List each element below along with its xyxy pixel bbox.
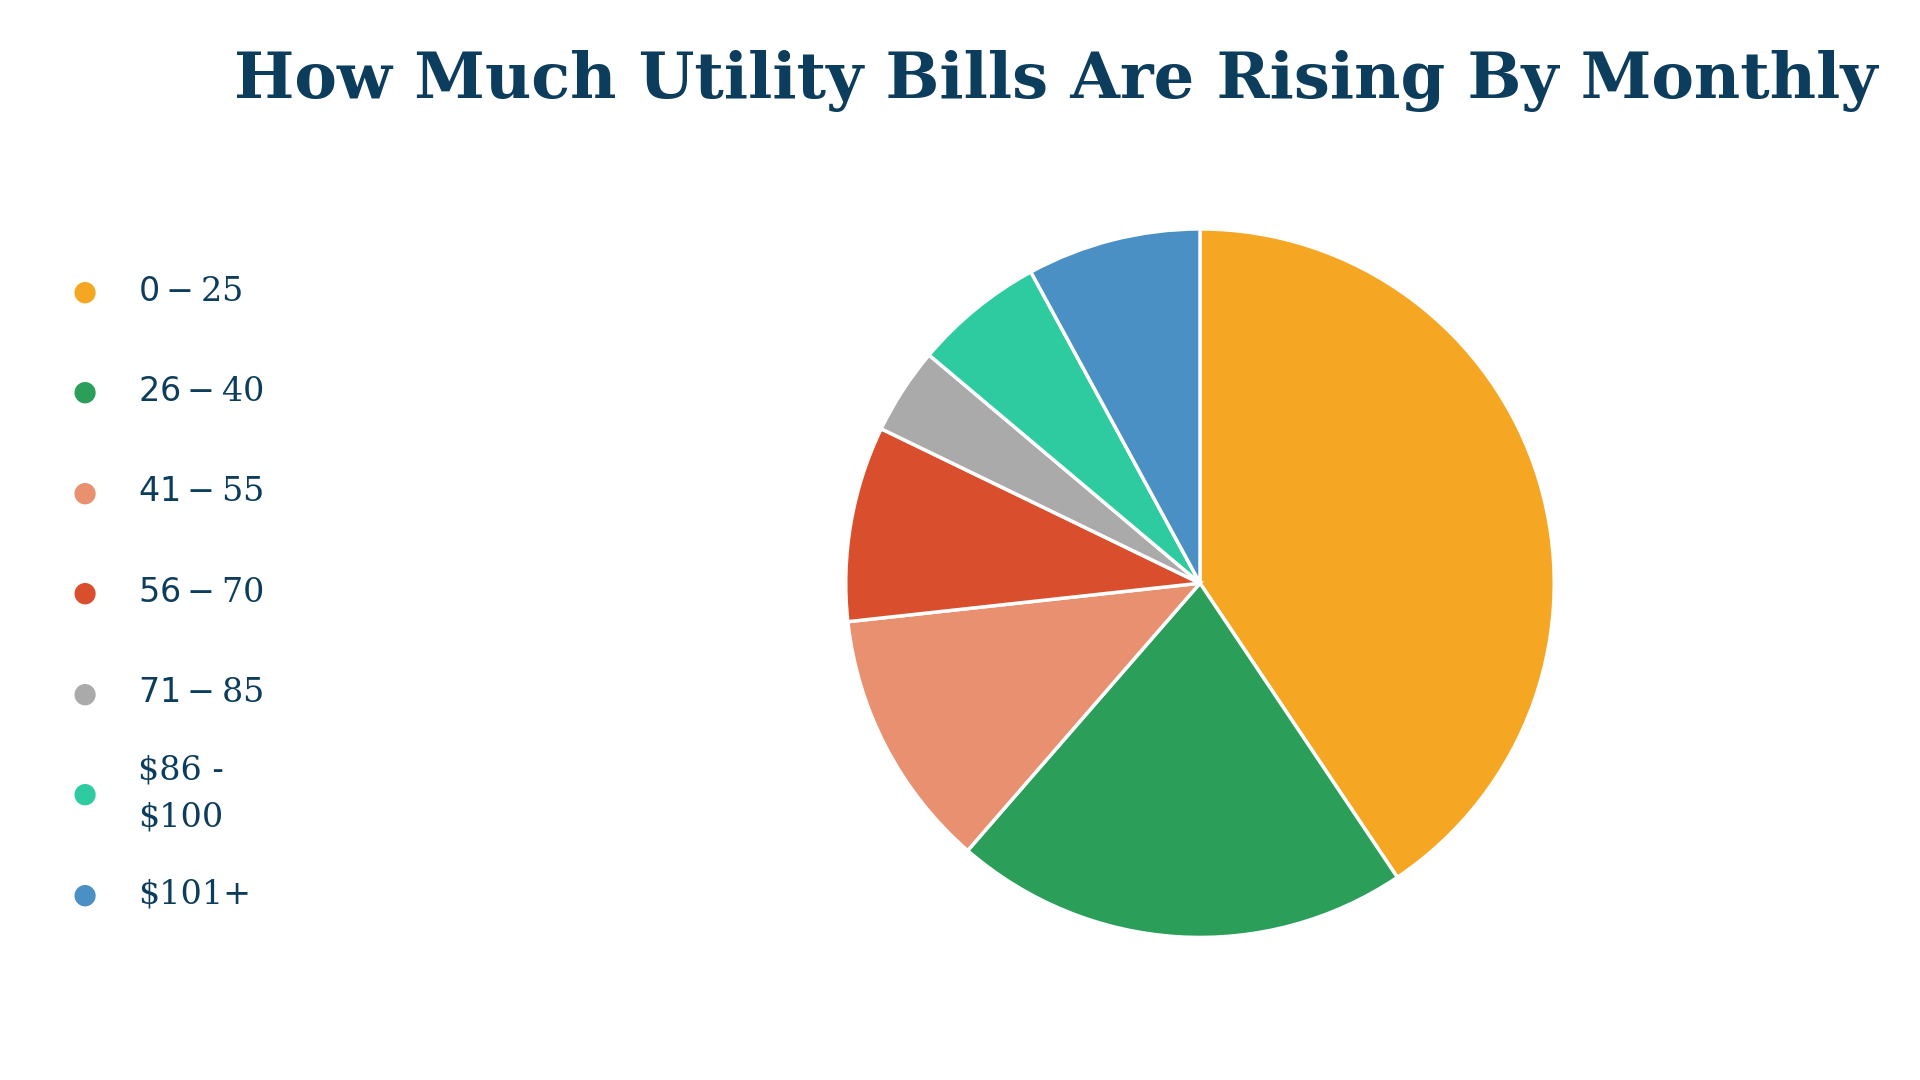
- Text: ●: ●: [73, 679, 98, 707]
- Text: $0 - $25: $0 - $25: [138, 275, 242, 308]
- Wedge shape: [847, 429, 1200, 622]
- Text: 8%: 8%: [1106, 309, 1164, 342]
- Text: $71 - $85: $71 - $85: [138, 677, 263, 710]
- Text: $101+: $101+: [138, 878, 252, 910]
- Text: How Much Utility Bills Are Rising By Monthly: How Much Utility Bills Are Rising By Mon…: [234, 50, 1878, 112]
- Wedge shape: [1200, 229, 1553, 877]
- Text: ●: ●: [73, 579, 98, 607]
- Text: ●: ●: [73, 780, 98, 808]
- Wedge shape: [929, 272, 1200, 583]
- Text: 41%: 41%: [1363, 504, 1444, 538]
- Text: 21%: 21%: [1146, 779, 1227, 812]
- Wedge shape: [1031, 229, 1200, 583]
- Text: 4%: 4%: [927, 408, 985, 442]
- Text: ●: ●: [73, 880, 98, 908]
- Wedge shape: [968, 583, 1398, 937]
- Text: ●: ●: [73, 478, 98, 507]
- Wedge shape: [881, 355, 1200, 583]
- Text: $56 - $70: $56 - $70: [138, 577, 265, 609]
- Text: ●: ●: [73, 378, 98, 406]
- Text: 9%: 9%: [910, 522, 966, 554]
- Text: 12%: 12%: [972, 665, 1052, 699]
- Text: 6%: 6%: [1004, 361, 1060, 394]
- Text: ●: ●: [73, 278, 98, 306]
- Text: GBR: GBR: [1789, 1014, 1839, 1034]
- Text: $100: $100: [138, 801, 223, 834]
- Text: $86 -: $86 -: [138, 754, 225, 786]
- Text: $41 - $55: $41 - $55: [138, 476, 263, 509]
- Text: $26 - $40: $26 - $40: [138, 376, 265, 408]
- Wedge shape: [849, 583, 1200, 851]
